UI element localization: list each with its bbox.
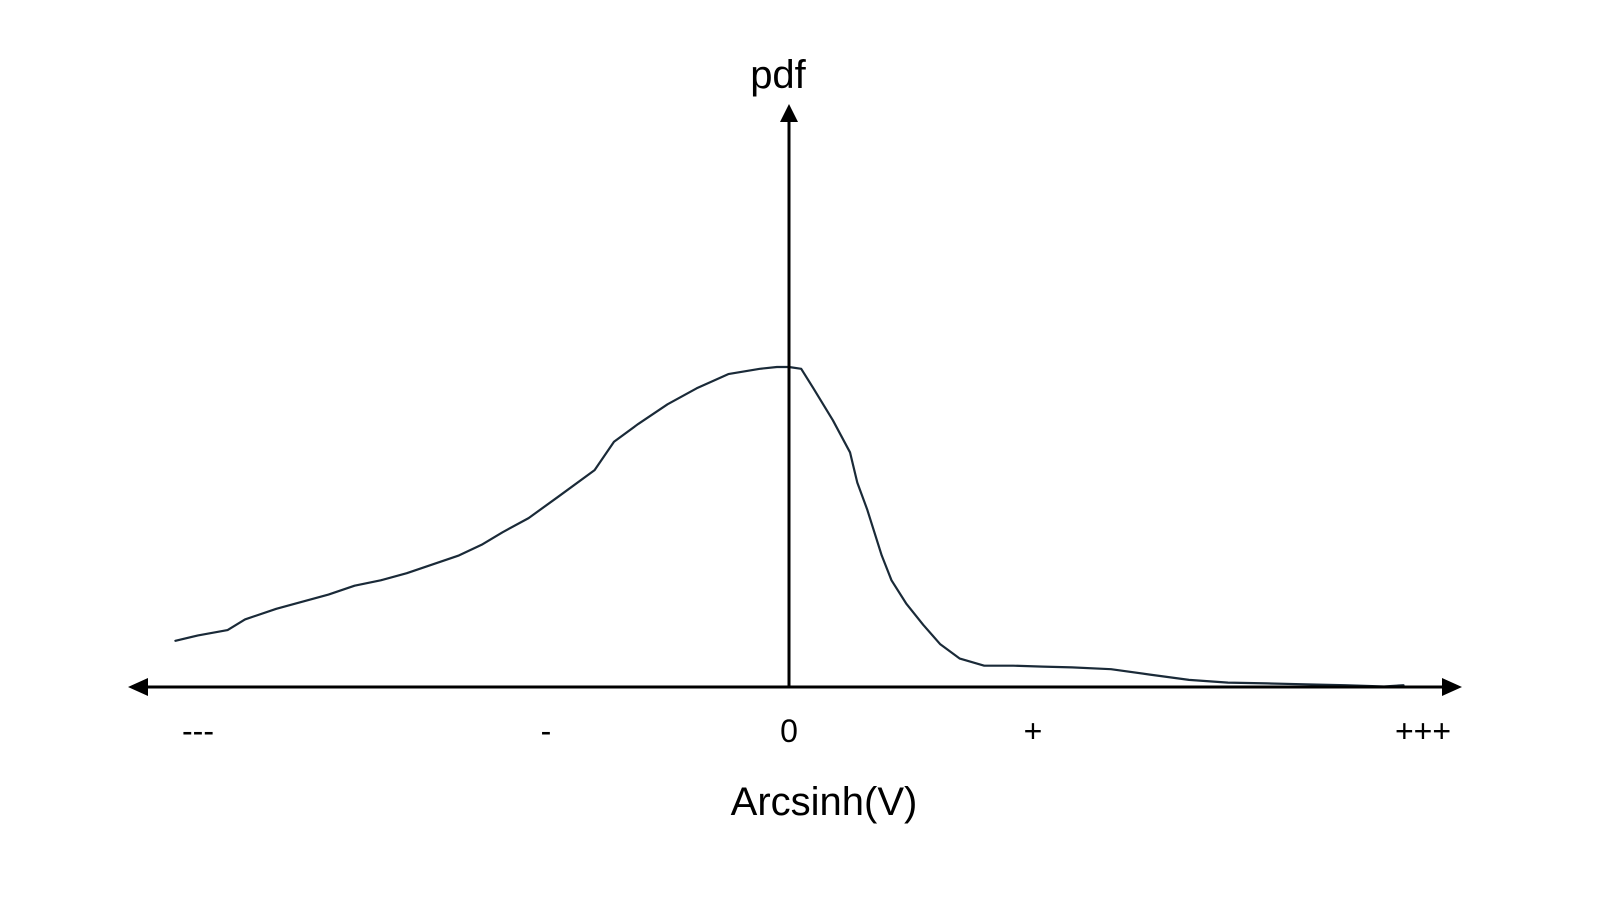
x-tick-labels: --- -0 + +++ <box>182 713 1451 749</box>
x-tick-label: --- <box>182 713 214 749</box>
x-tick-label: + <box>1024 713 1043 749</box>
x-tick-label: 0 <box>780 713 798 749</box>
x-tick-label: - <box>541 713 552 749</box>
curve-layer <box>174 365 1405 688</box>
x-tick-label: +++ <box>1395 713 1451 749</box>
x-axis-right-arrow <box>1442 678 1462 696</box>
x-axis-title: Arcsinh(V) <box>731 780 918 824</box>
x-axis-left-arrow <box>128 678 148 696</box>
y-axis-title: pdf <box>750 53 806 97</box>
pdf-curve <box>174 365 1405 688</box>
y-axis-arrow <box>780 104 798 122</box>
